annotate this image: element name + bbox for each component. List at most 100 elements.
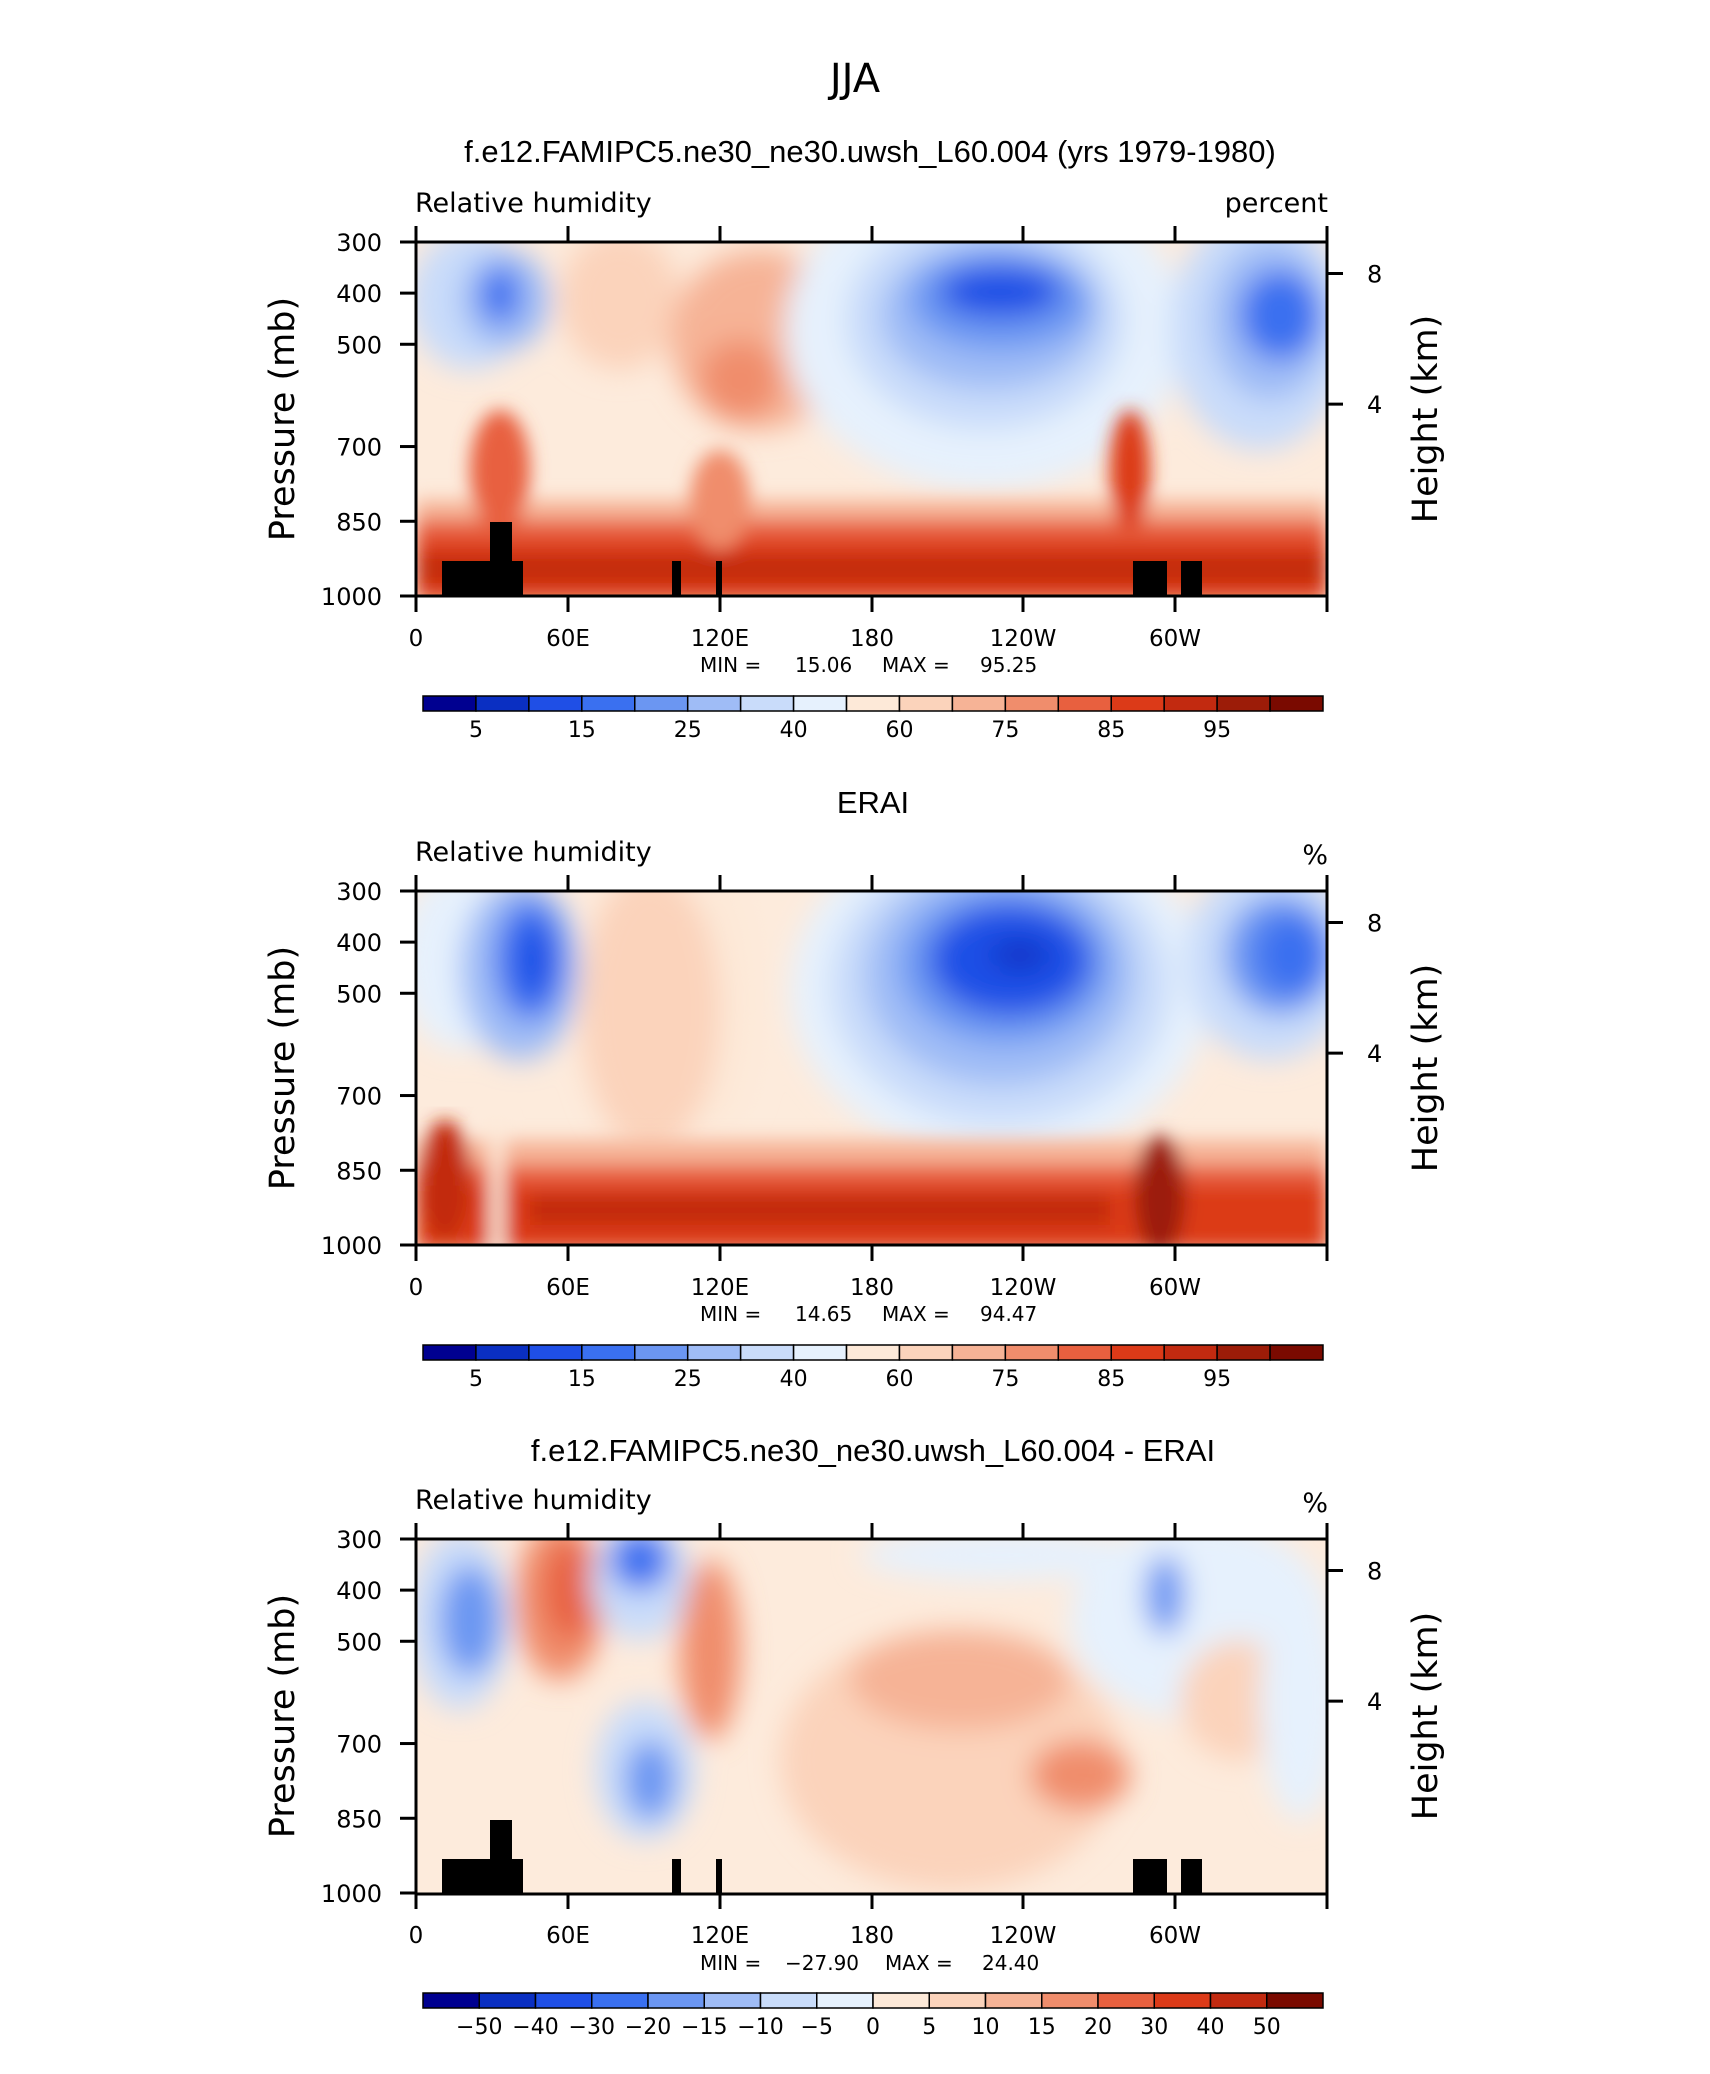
colorbar-box: [872, 1992, 930, 2009]
colorbar-box: [581, 695, 636, 712]
colorbar-box: [1057, 1344, 1112, 1361]
x-tick-label: 180: [850, 1923, 894, 1949]
panel-3-colorbar: −50 −40 −30 −20 −15 −10 −5 0 5 10 15 20 30 40 50: [422, 1992, 1324, 2040]
colorbar-label: −50: [456, 2015, 502, 2040]
colorbar-label: 25: [674, 718, 702, 743]
panel-2-min-label: MIN =: [700, 1302, 761, 1326]
colorbar-box: [792, 695, 848, 712]
colorbar-box: [1004, 695, 1060, 712]
colorbar-box: [1041, 1992, 1099, 2009]
colorbar-box: [634, 1344, 689, 1361]
panel-1: f.e12.FAMIPC5.ne30_ne30.uwsh_L60.004 (yr…: [263, 134, 1446, 743]
y-tick-label: 500: [336, 1628, 382, 1656]
colorbar-box: [647, 1992, 705, 2009]
colorbar-box: [1153, 1992, 1212, 2009]
colorbar-box: [1163, 1344, 1218, 1361]
y-right-tick-label: 4: [1367, 1040, 1382, 1068]
x-tick-label: 60W: [1149, 626, 1201, 652]
panel-1-axes: 0 60E 120E 180 120W 60W 300 400 500 700 850 1000 8 4: [321, 226, 1382, 652]
y-tick-label: 1000: [321, 1232, 382, 1260]
colorbar-label: 60: [885, 1367, 913, 1392]
colorbar-box: [1216, 1344, 1271, 1361]
colorbar-label: 0: [866, 2015, 880, 2040]
x-tick-label: 120E: [691, 1923, 749, 1949]
colorbar-box: [1110, 695, 1165, 712]
colorbar-box: [1163, 695, 1218, 712]
panel-3-max-value: 24.40: [982, 1951, 1039, 1975]
colorbar-label: −40: [512, 2015, 558, 2040]
x-tick-label: 120W: [990, 626, 1057, 652]
x-tick-label: 60E: [546, 1923, 590, 1949]
colorbar-box: [478, 1992, 537, 2009]
figure-title: JJA: [827, 56, 881, 102]
y-tick-label: 700: [336, 1731, 382, 1759]
panel-3-axes: 0 60E 120E 180 120W 60W 300 400 500 700 850 1000 8 4: [321, 1523, 1382, 1949]
panel-1-max-value: 95.25: [980, 653, 1037, 677]
colorbar-label: 40: [780, 718, 808, 743]
colorbar-box: [1209, 1992, 1268, 2009]
colorbar-box: [984, 1992, 1043, 2009]
colorbar-label: 15: [568, 718, 596, 743]
panel-2-max-value: 94.47: [980, 1302, 1037, 1326]
colorbar-box: [634, 695, 689, 712]
colorbar-label: 10: [972, 2015, 1000, 2040]
y-tick-label: 400: [336, 280, 382, 308]
colorbar-box: [898, 695, 954, 712]
x-tick-label: 180: [850, 626, 894, 652]
panel-2-max-label: MAX =: [882, 1302, 950, 1326]
panel-2-axes: 0 60E 120E 180 120W 60W 300 400 500 700 850 1000 8 4: [321, 875, 1382, 1301]
colorbar-box: [686, 1344, 742, 1361]
colorbar-box: [898, 1344, 954, 1361]
panel-2-ylabel-right: Height (km): [1406, 964, 1446, 1173]
x-tick-label: 0: [409, 626, 424, 652]
colorbar-label: −15: [681, 2015, 727, 2040]
colorbar-label: 15: [568, 1367, 596, 1392]
y-tick-label: 500: [336, 980, 382, 1008]
colorbar-label: 50: [1253, 2015, 1281, 2040]
colorbar-box: [422, 1992, 480, 2009]
panel-1-left-label: Relative humidity: [415, 188, 652, 219]
colorbar-label: 95: [1203, 718, 1231, 743]
y-tick-label: 850: [336, 1805, 382, 1833]
colorbar-box: [422, 1344, 477, 1361]
colorbar-label: 60: [885, 718, 913, 743]
colorbar-box: [703, 1992, 762, 2009]
panel-2: ERAI Relative humidity %: [263, 785, 1446, 1392]
panel-3: f.e12.FAMIPC5.ne30_ne30.uwsh_L60.004 - E…: [263, 1433, 1446, 2040]
colorbar-box: [845, 695, 901, 712]
panel-3-min-value: −27.90: [785, 1951, 859, 1975]
panel-1-right-label: percent: [1225, 188, 1328, 219]
colorbar-box: [591, 1992, 649, 2009]
colorbar-box: [475, 695, 530, 712]
colorbar-box: [951, 1344, 1007, 1361]
panel-1-ylabel: Pressure (mb): [263, 297, 303, 541]
y-tick-label: 700: [336, 434, 382, 462]
colorbar-label: 85: [1097, 718, 1125, 743]
y-right-tick-label: 4: [1367, 1688, 1382, 1716]
panel-1-topography: [442, 522, 1202, 596]
x-tick-label: 60W: [1149, 1923, 1201, 1949]
colorbar-label: 95: [1203, 1367, 1231, 1392]
colorbar-label: 15: [1028, 2015, 1056, 2040]
x-tick-label: 180: [850, 1275, 894, 1301]
colorbar-box: [928, 1992, 987, 2009]
x-tick-label: 120E: [691, 626, 749, 652]
colorbar-label: −20: [625, 2015, 671, 2040]
colorbar-label: 20: [1084, 2015, 1112, 2040]
colorbar-label: −5: [801, 2015, 833, 2040]
panel-1-title: f.e12.FAMIPC5.ne30_ne30.uwsh_L60.004 (yr…: [464, 134, 1276, 169]
y-tick-label: 1000: [321, 583, 382, 611]
colorbar-box: [1110, 1344, 1165, 1361]
colorbar-box: [816, 1992, 874, 2009]
colorbar-box: [1004, 1344, 1060, 1361]
colorbar-box: [845, 1344, 901, 1361]
panel-3-topography: [442, 1820, 1202, 1894]
panel-1-max-label: MAX =: [882, 653, 950, 677]
x-tick-label: 60E: [546, 1275, 590, 1301]
panel-1-colorbar: 5 15 25 40 60 75 85 95: [422, 695, 1324, 743]
colorbar-box: [739, 695, 795, 712]
y-tick-label: 850: [336, 1157, 382, 1185]
y-tick-label: 700: [336, 1083, 382, 1111]
colorbar-box: [951, 695, 1007, 712]
